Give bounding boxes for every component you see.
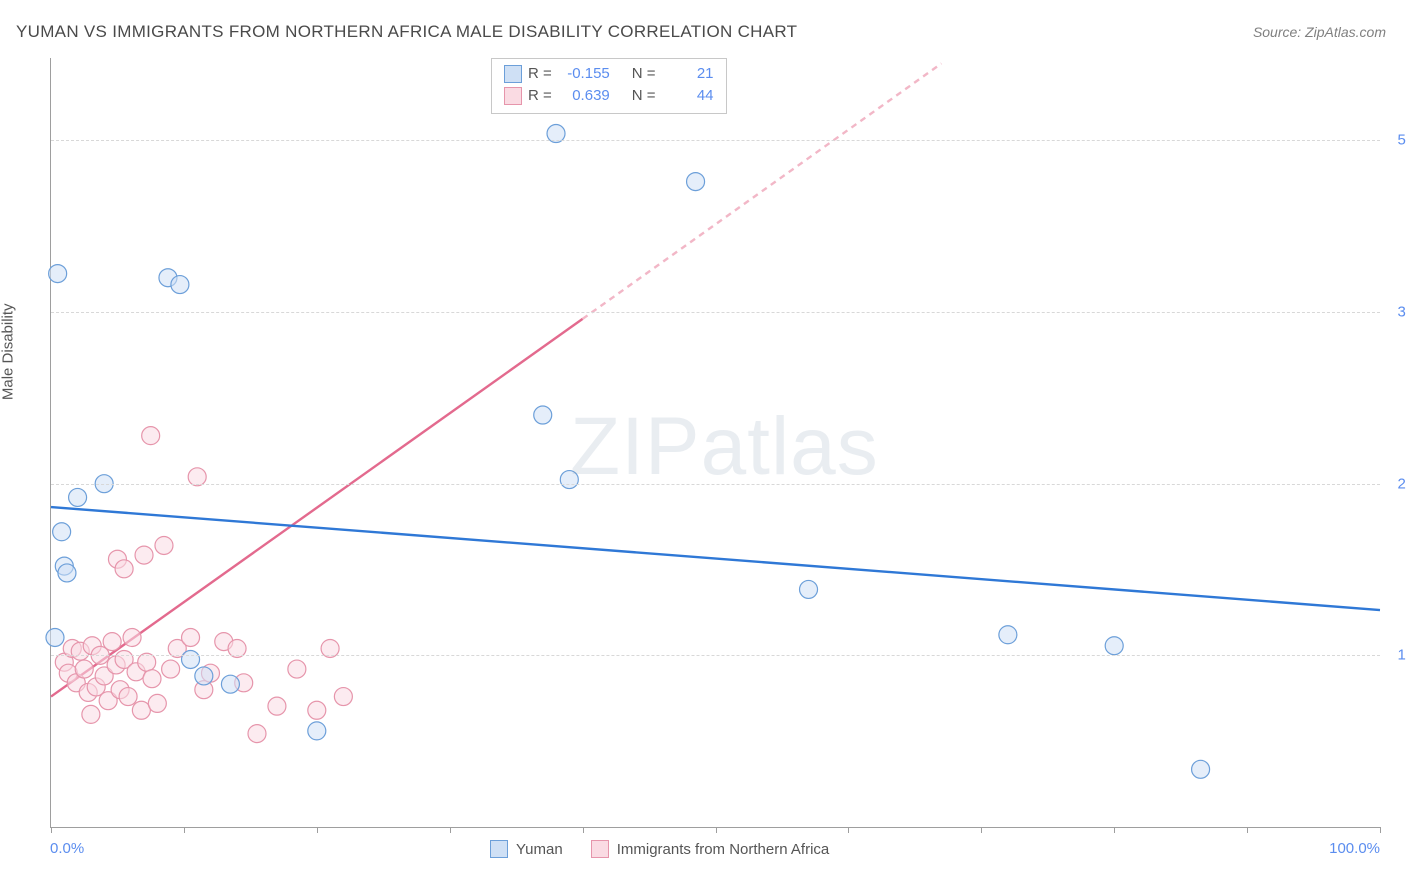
data-point [308,701,326,719]
x-tick [848,827,849,833]
stats-n-label: N = [632,85,656,107]
data-point [221,675,239,693]
data-point [82,705,100,723]
series-label: Yuman [516,841,563,858]
data-point [49,265,67,283]
data-point [162,660,180,678]
x-axis-max-label: 100.0% [1329,840,1380,857]
stats-r-value: 0.639 [558,85,610,107]
data-point [182,650,200,668]
data-point [999,626,1017,644]
legend-swatch-blue [490,840,508,858]
series-label: Immigrants from Northern Africa [617,841,830,858]
data-point [687,173,705,191]
x-tick [317,827,318,833]
data-point [1105,637,1123,655]
series-legend-item: Yuman [490,840,563,858]
y-tick-label: 37.5% [1397,304,1406,321]
legend-swatch-blue [504,65,522,83]
data-point [132,701,150,719]
y-axis-title: Male Disability [0,303,17,400]
data-point [135,546,153,564]
data-point [53,523,71,541]
data-point [123,628,141,646]
gridline [51,140,1380,141]
stats-r-label: R = [528,85,552,107]
data-point [46,628,64,646]
x-tick [583,827,584,833]
data-point [195,667,213,685]
data-point [288,660,306,678]
data-point [268,697,286,715]
stats-legend-row: R = -0.155 N = 21 [504,63,714,85]
gridline [51,484,1380,485]
y-tick-label: 12.5% [1397,647,1406,664]
data-point [171,276,189,294]
stats-legend-row: R = 0.639 N = 44 [504,85,714,107]
series-legend-item: Immigrants from Northern Africa [591,840,830,858]
stats-n-label: N = [632,63,656,85]
x-tick [1380,827,1381,833]
data-point [534,406,552,424]
data-point [155,536,173,554]
legend-swatch-pink [591,840,609,858]
stats-legend: R = -0.155 N = 21 R = 0.639 N = 44 [491,58,727,114]
gridline [51,655,1380,656]
y-tick-label: 50.0% [1397,132,1406,149]
x-axis-min-label: 0.0% [50,840,84,857]
series-legend: Yuman Immigrants from Northern Africa [490,840,829,858]
data-point [308,722,326,740]
data-point [103,633,121,651]
x-tick [716,827,717,833]
x-tick [51,827,52,833]
stats-r-value: -0.155 [558,63,610,85]
stats-n-value: 44 [662,85,714,107]
chart-title: YUMAN VS IMMIGRANTS FROM NORTHERN AFRICA… [16,22,797,42]
data-point [800,580,818,598]
data-point [143,670,161,688]
gridline [51,312,1380,313]
legend-swatch-pink [504,87,522,105]
data-point [119,688,137,706]
plot-area: R = -0.155 N = 21 R = 0.639 N = 44 12.5%… [50,58,1380,828]
source-attribution: Source: ZipAtlas.com [1253,24,1386,40]
data-point [75,660,93,678]
data-point [148,694,166,712]
data-point [69,488,87,506]
data-point [58,564,76,582]
stats-r-label: R = [528,63,552,85]
data-point [182,628,200,646]
x-tick [1247,827,1248,833]
x-tick [184,827,185,833]
data-point [142,427,160,445]
x-tick [981,827,982,833]
x-tick [450,827,451,833]
trend-line [51,507,1380,610]
chart-svg [51,58,1380,827]
x-tick [1114,827,1115,833]
stats-n-value: 21 [662,63,714,85]
data-point [115,560,133,578]
y-tick-label: 25.0% [1397,475,1406,492]
data-point [560,471,578,489]
data-point [248,725,266,743]
data-point [1192,760,1210,778]
data-point [334,688,352,706]
